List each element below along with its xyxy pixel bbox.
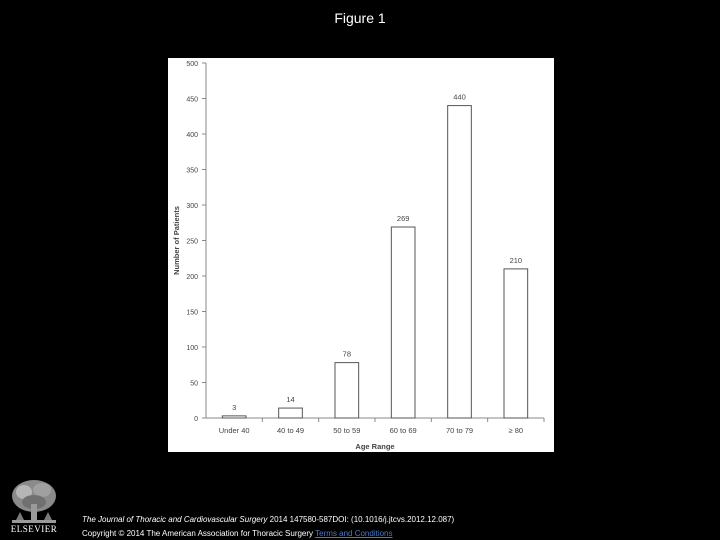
data-label: 440 — [453, 93, 466, 102]
x-tick-label: 70 to 79 — [446, 426, 473, 435]
y-tick-label: 0 — [194, 416, 198, 423]
data-label: 210 — [510, 256, 523, 265]
journal-name: The Journal of Thoracic and Cardiovascul… — [82, 515, 268, 524]
bar — [503, 268, 529, 419]
y-tick-label: 150 — [186, 310, 198, 317]
slide-title: Figure 1 — [334, 10, 386, 26]
citation-details: 2014 147580-587DOI: (10.1016/j.jtcvs.201… — [267, 515, 455, 524]
copyright-text: Copyright © 2014 The American Associatio… — [82, 529, 316, 538]
figure-panel: 0 50 100 150 200 250 300 350 400 450 500 3 Under 40 1… — [168, 58, 554, 452]
x-axis-title: Age Range — [355, 442, 394, 451]
x-tick-label: ≥ 80 — [509, 426, 524, 435]
bar — [334, 362, 360, 419]
y-tick-label: 250 — [186, 239, 198, 246]
publisher-wordmark: ELSEVIER — [10, 524, 58, 534]
data-label: 78 — [343, 350, 351, 359]
data-label: 269 — [397, 214, 410, 223]
x-tick-label: 40 to 49 — [277, 426, 304, 435]
y-tick-label: 100 — [186, 345, 198, 352]
bar — [390, 226, 416, 419]
y-tick-label: 50 — [190, 381, 198, 388]
citation-line: The Journal of Thoracic and Cardiovascul… — [82, 515, 454, 524]
x-tick-label: Under 40 — [219, 426, 250, 435]
y-axis-title: Number of Patients — [172, 206, 181, 275]
y-tick-label: 400 — [186, 132, 198, 139]
y-tick-label: 450 — [186, 97, 198, 104]
elsevier-tree-logo-icon — [6, 476, 62, 538]
y-tick-label: 500 — [186, 61, 198, 68]
data-label: 3 — [232, 403, 236, 412]
copyright-line: Copyright © 2014 The American Associatio… — [82, 529, 393, 538]
y-tick-label: 300 — [186, 203, 198, 210]
bar — [447, 105, 472, 419]
data-label: 14 — [286, 395, 294, 404]
bar — [278, 407, 303, 419]
y-tick-label: 200 — [186, 274, 198, 281]
x-tick-label: 50 to 59 — [333, 426, 360, 435]
terms-link[interactable]: Terms and Conditions — [315, 529, 393, 538]
x-tick-label: 60 to 69 — [390, 426, 417, 435]
y-tick-label: 350 — [186, 168, 198, 175]
bar — [221, 415, 247, 419]
bar-chart: 0 50 100 150 200 250 300 350 400 450 500 3 Under 40 1… — [172, 61, 545, 451]
